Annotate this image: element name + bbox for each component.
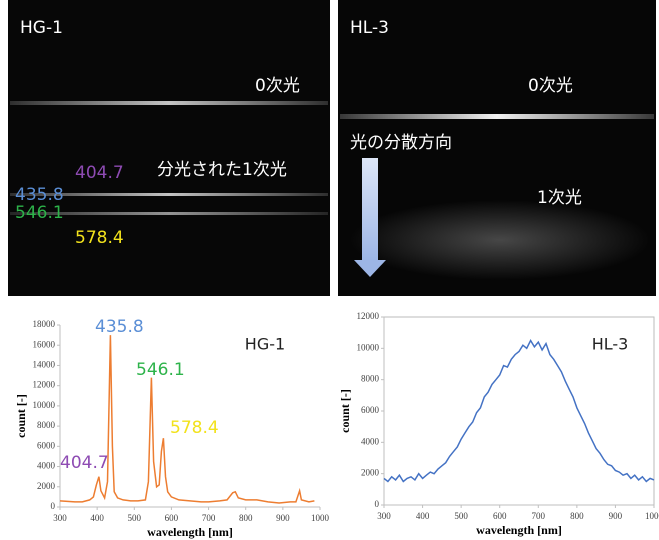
image-annotation: 578.4 bbox=[75, 228, 124, 248]
y-tick-label: 10000 bbox=[33, 400, 56, 410]
y-tick-label: 10000 bbox=[357, 342, 380, 352]
peak-label: 404.7 bbox=[60, 453, 109, 473]
y-tick-label: 2000 bbox=[361, 468, 380, 478]
peak-label: 546.1 bbox=[136, 360, 185, 380]
x-tick-label: 700 bbox=[532, 511, 546, 521]
y-tick-label: 8000 bbox=[37, 420, 56, 430]
y-tick-label: 16000 bbox=[33, 339, 56, 349]
x-tick-label: 300 bbox=[53, 513, 67, 523]
image-annotation: 1次光 bbox=[537, 188, 582, 208]
peak-label: 435.8 bbox=[95, 317, 144, 337]
y-axis-title: count [-] bbox=[14, 394, 28, 438]
x-tick-label: 700 bbox=[202, 513, 216, 523]
image-annotation: 435.8 bbox=[15, 185, 64, 205]
y-tick-label: 4000 bbox=[361, 436, 380, 446]
x-tick-label: 400 bbox=[90, 513, 104, 523]
image-annotation: 404.7 bbox=[75, 163, 124, 183]
x-tick-label: 1000 bbox=[311, 513, 330, 523]
image-annotation: 0次光 bbox=[528, 76, 573, 96]
y-tick-label: 6000 bbox=[361, 405, 380, 415]
x-tick-label: 500 bbox=[454, 511, 468, 521]
y-tick-label: 18000 bbox=[33, 319, 56, 329]
y-tick-label: 0 bbox=[375, 499, 380, 509]
y-tick-label: 12000 bbox=[357, 311, 380, 321]
image-hl3 bbox=[338, 0, 656, 296]
image-hg1 bbox=[8, 0, 330, 296]
y-tick-label: 2000 bbox=[37, 481, 56, 491]
image-title: HG-1 bbox=[20, 18, 63, 38]
x-tick-label: 600 bbox=[165, 513, 179, 523]
spectrum-line bbox=[383, 338, 655, 483]
peak-label: 578.4 bbox=[170, 418, 219, 438]
x-tick-label: 800 bbox=[570, 511, 584, 521]
y-axis-title: count [-] bbox=[338, 389, 352, 433]
y-tick-label: 12000 bbox=[33, 380, 56, 390]
x-tick-label: 800 bbox=[239, 513, 253, 523]
x-tick-label: 900 bbox=[276, 513, 290, 523]
y-tick-label: 4000 bbox=[37, 461, 56, 471]
chart-title: HL-3 bbox=[592, 335, 629, 354]
y-tick-label: 6000 bbox=[37, 440, 56, 450]
x-tick-label: 1000 bbox=[645, 511, 659, 521]
chart-title: HG-1 bbox=[245, 335, 285, 354]
y-tick-label: 8000 bbox=[361, 374, 380, 384]
image-title: HL-3 bbox=[350, 18, 389, 38]
x-tick-label: 400 bbox=[416, 511, 430, 521]
image-annotation: 分光された1次光 bbox=[157, 160, 287, 180]
x-tick-label: 600 bbox=[493, 511, 507, 521]
x-tick-label: 300 bbox=[377, 511, 391, 521]
x-axis-title: wavelength [nm] bbox=[147, 525, 233, 539]
image-annotation: 0次光 bbox=[255, 76, 300, 96]
y-tick-label: 0 bbox=[51, 501, 56, 511]
image-annotation: 546.1 bbox=[15, 203, 64, 223]
y-tick-label: 14000 bbox=[33, 360, 56, 370]
x-tick-label: 500 bbox=[128, 513, 142, 523]
x-axis-title: wavelength [nm] bbox=[476, 523, 562, 537]
image-annotation: 光の分散方向 bbox=[350, 133, 452, 153]
spectrum-line bbox=[59, 335, 315, 504]
x-tick-label: 900 bbox=[609, 511, 623, 521]
